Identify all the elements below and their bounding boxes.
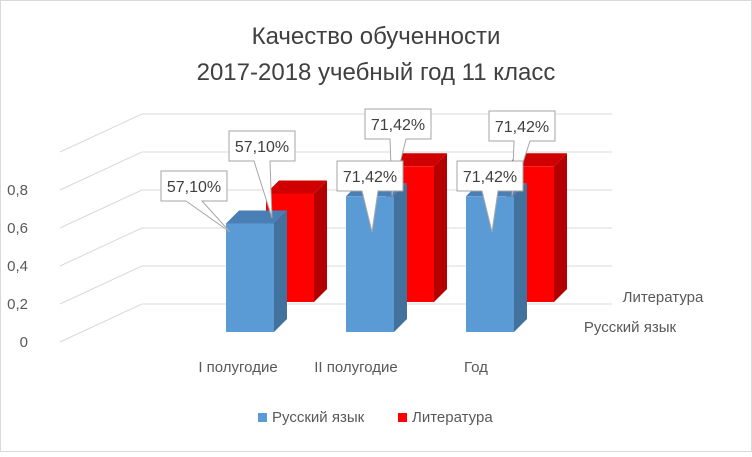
bar [466,183,527,332]
svg-text:57,10%: 57,10% [235,139,289,156]
svg-text:Литература: Литература [412,409,493,426]
y-tick-label: 0,4 [7,258,28,275]
svg-text:71,42%: 71,42% [495,119,549,136]
x-axis-ticks: I полугодие II полугодие Год [198,359,488,376]
x-tick-label: II полугодие [314,359,398,376]
svg-text:57,10%: 57,10% [167,179,221,196]
svg-text:71,42%: 71,42% [371,117,425,134]
chart-title: Качество обученности [252,23,501,50]
svg-text:71,42%: 71,42% [343,169,397,186]
svg-text:71,42%: 71,42% [463,169,517,186]
data-labels: 57,10% 71,42% 71,42% 57,10% 71,42% 71,42% [160,108,556,233]
svg-text:Русский язык: Русский язык [272,409,365,426]
gridlines [59,113,612,343]
chart-subtitle: 2017-2018 учебный год 11 класс [197,59,556,86]
gridline [59,265,612,305]
y-tick-label: 0,8 [7,182,28,199]
data-label: 57,10% [228,130,296,219]
data-label: 71,42% [336,160,404,233]
legend: Русский язык Литература [258,409,493,426]
depth-axis-label: Литература [623,289,704,306]
gridline [59,151,612,191]
gridline [59,189,612,229]
bar [226,210,287,332]
x-tick-label: I полугодие [198,359,277,376]
data-label: 71,42% [456,160,524,233]
y-tick-label: 0,2 [7,296,28,313]
gridline [59,303,612,343]
legend-entry: Литература [398,409,493,426]
gridline [59,113,612,153]
depth-axis-label: Русский язык [584,319,677,336]
y-axis-ticks: 0 0,2 0,4 0,6 0,8 [7,182,28,351]
y-tick-label: 0,6 [7,220,28,237]
depth-axis-labels: Литература Русский язык [584,289,704,336]
legend-entry: Русский язык [258,409,365,426]
data-label: 57,10% [160,170,231,233]
y-tick-label: 0 [20,334,28,351]
gridline [59,227,612,267]
x-tick-label: Год [464,359,488,376]
bar [346,183,407,332]
